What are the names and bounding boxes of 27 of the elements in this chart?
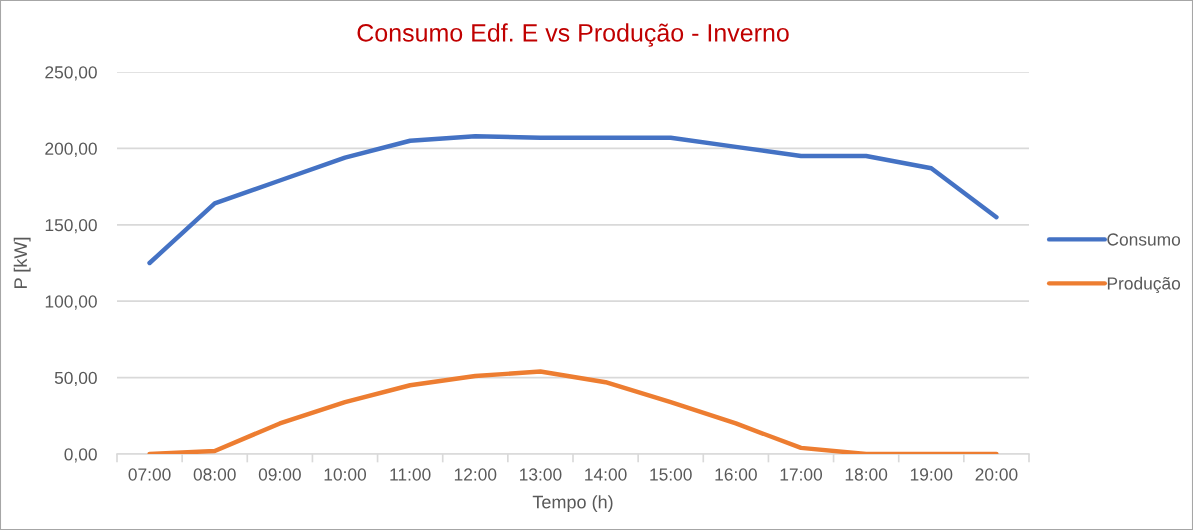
x-tick-label: 07:00 (128, 468, 171, 481)
legend-label: Produção (1107, 276, 1181, 294)
x-tick-label: 17:00 (780, 468, 823, 481)
y-tick-label: 200,00 (45, 142, 97, 157)
x-tick-label: 14:00 (585, 468, 627, 481)
y-tick-label: 250,00 (45, 66, 97, 81)
x-tick-label: 09:00 (258, 468, 301, 481)
x-tick-label: 15:00 (650, 468, 692, 481)
line-series (147, 369, 999, 454)
legend-label: Consumo (1107, 233, 1181, 246)
x-tick-label: 20:00 (975, 468, 1018, 481)
x-tick-label: 16:00 (715, 468, 757, 481)
y-tick-label: 50,00 (54, 371, 97, 387)
y-tick-label: 150,00 (45, 218, 97, 234)
y-tick-label: 100,00 (45, 295, 97, 310)
x-tick-label: 11:00 (390, 468, 431, 481)
x-tick-label: 08:00 (193, 468, 236, 481)
y-axis-title: P [kW] (13, 237, 31, 288)
y-tick-label: 0,00 (64, 448, 97, 463)
x-tick-label: 19:00 (910, 468, 953, 481)
line-series (147, 133, 999, 266)
x-tick-label: 12:00 (454, 468, 497, 481)
x-axis-title: Tempo (h) (532, 495, 613, 513)
x-tick-label: 13:00 (520, 468, 562, 481)
x-tick-label: 18:00 (845, 468, 888, 481)
chart-title: Consumo Edf. E vs Produção - Inverno (357, 23, 789, 47)
x-tick-label: 10:00 (324, 468, 367, 481)
